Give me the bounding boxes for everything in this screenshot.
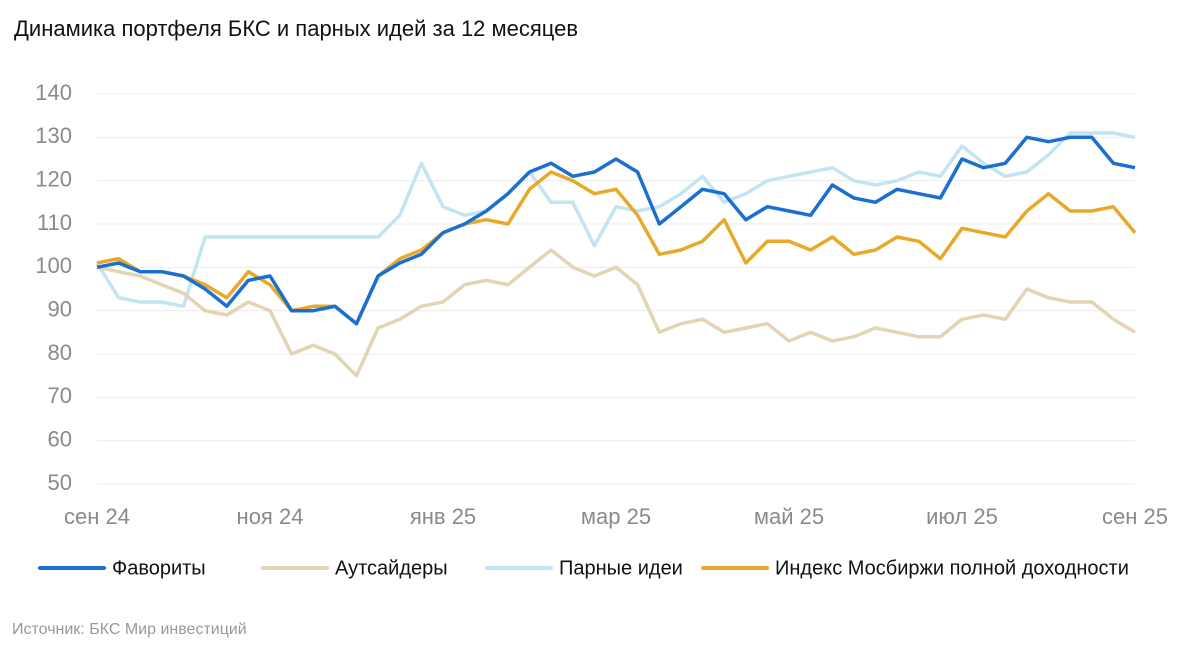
chart-title: Динамика портфеля БКС и парных идей за 1… — [14, 16, 578, 41]
source: Источник: БКС Мир инвестиций — [12, 621, 247, 638]
y-tick-label: 70 — [48, 383, 72, 408]
series-line — [96, 170, 1137, 326]
x-tick-label: июл 25 — [926, 504, 998, 529]
y-tick-label: 80 — [48, 340, 72, 365]
series-line — [95, 131, 1136, 309]
legend-label: Парные идеи — [559, 557, 683, 579]
x-tick-label: янв 25 — [410, 504, 476, 529]
y-tick-label: 60 — [48, 426, 72, 451]
legend-label: Индекс Мосбиржи полной доходности — [775, 557, 1129, 579]
x-tick-label: май 25 — [754, 504, 824, 529]
x-tick-label: сен 24 — [64, 504, 130, 529]
y-tick-label: 90 — [48, 296, 72, 321]
legend-label: Аутсайдеры — [335, 557, 448, 579]
series-line — [96, 248, 1136, 378]
y-tick-label: 100 — [35, 253, 72, 278]
x-tick-label: мар 25 — [581, 504, 651, 529]
x-tick-label: ноя 24 — [237, 504, 304, 529]
y-tick-label: 110 — [37, 210, 72, 235]
y-tick-label: 120 — [35, 166, 72, 191]
x-tick-label: сен 25 — [1102, 504, 1168, 529]
y-tick-label: 50 — [48, 470, 72, 495]
y-tick-label: 130 — [35, 123, 72, 148]
y-tick-label: 140 — [35, 80, 72, 105]
legend-label: Фавориты — [112, 557, 206, 579]
series-line — [96, 135, 1136, 326]
